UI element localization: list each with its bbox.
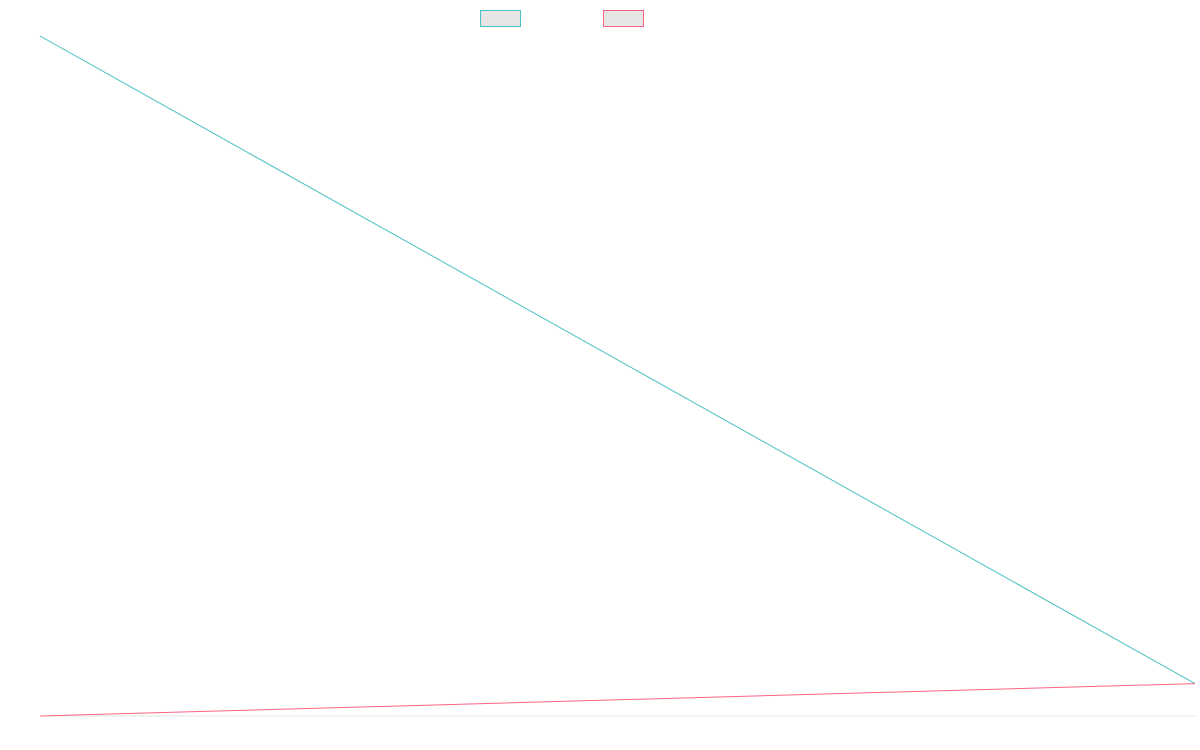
legend-item-1[interactable] — [480, 10, 521, 27]
legend-swatch-2 — [603, 10, 644, 27]
series-line-2 — [39, 683, 1196, 717]
legend[interactable] — [480, 10, 644, 27]
series-layer — [39, 35, 1196, 717]
series-line-1 — [39, 35, 1196, 685]
legend-swatch-1 — [480, 10, 521, 27]
legend-item-2[interactable] — [603, 10, 644, 27]
